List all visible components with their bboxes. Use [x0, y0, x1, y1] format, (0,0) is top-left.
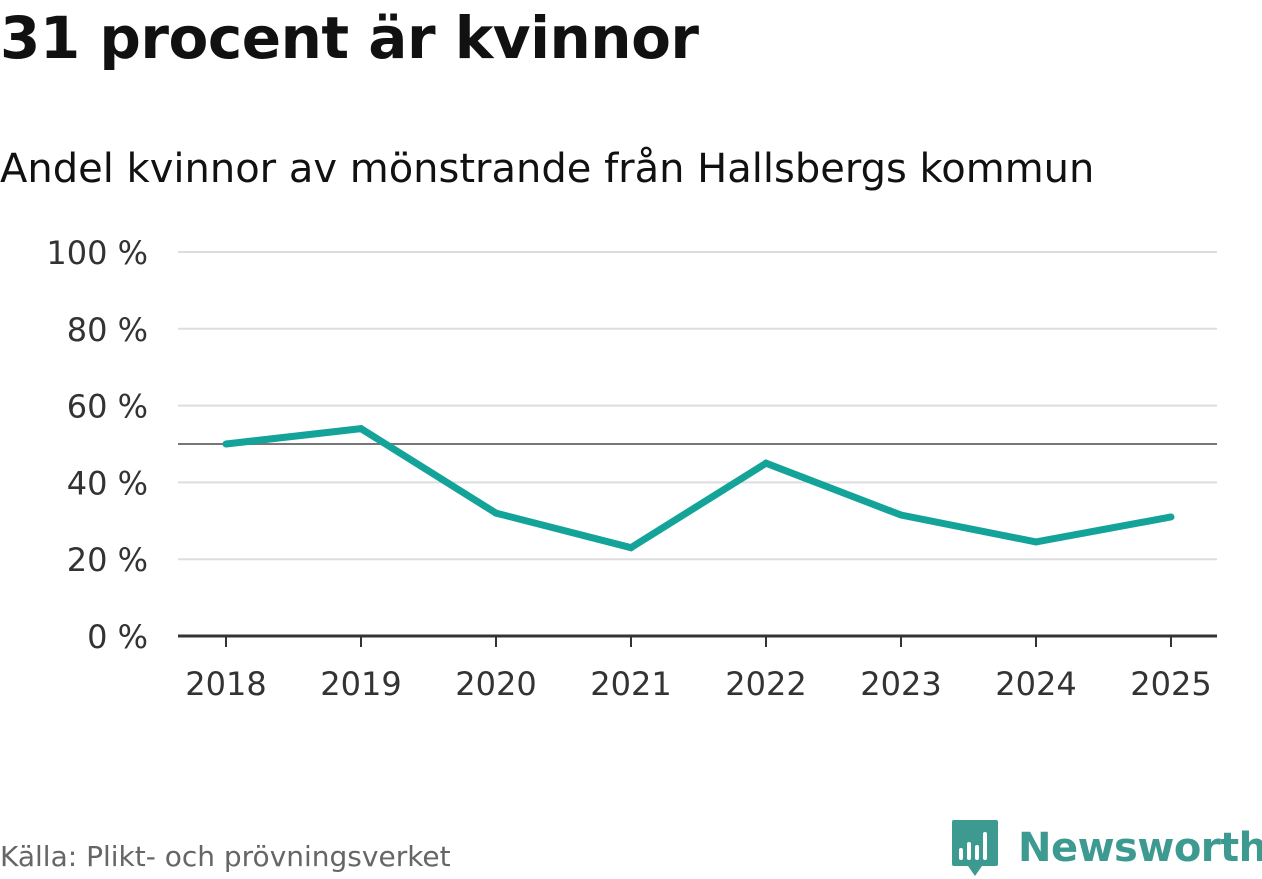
y-tick-label: 100 %	[46, 234, 148, 272]
newsworthy-logo-icon	[952, 820, 998, 876]
data-point-2019	[357, 425, 365, 433]
y-tick-label: 80 %	[67, 311, 148, 349]
y-tick-label: 20 %	[67, 541, 148, 579]
x-tick-label: 2025	[1130, 665, 1211, 703]
x-tick-label: 2020	[455, 665, 536, 703]
series-line-0	[225, 425, 1172, 552]
x-tick-label: 2021	[590, 665, 671, 703]
x-tick-label: 2024	[995, 665, 1076, 703]
brand-logo: Newsworthy	[950, 818, 1262, 878]
y-axis-labels: 0 % 20 % 40 % 60 % 80 % 100 %	[46, 234, 148, 656]
series-layer	[222, 425, 1175, 552]
data-point-2023	[897, 511, 905, 519]
x-tick-label: 2022	[725, 665, 806, 703]
data-point-2020	[492, 509, 500, 517]
data-point-2024	[1032, 538, 1040, 546]
y-tick-label: 40 %	[67, 464, 148, 502]
y-tick-label: 0 %	[87, 618, 148, 656]
x-tick-label: 2019	[320, 665, 401, 703]
data-point-2025	[1167, 513, 1175, 521]
x-axis-labels: 2018 2019 2020 2021 2022 2023 2024 2025	[185, 665, 1211, 703]
data-point-2018	[222, 440, 230, 448]
brand-name: Newsworthy	[1018, 825, 1262, 871]
x-tick-label: 2023	[860, 665, 941, 703]
x-axis	[178, 634, 1217, 647]
chart-subtitle: Andel kvinnor av mönstrande från Hallsbe…	[0, 146, 1095, 192]
source-note: Källa: Plikt- och prövningsverket	[0, 840, 451, 873]
data-point-2022	[762, 459, 770, 467]
data-point-2021	[627, 544, 635, 552]
y-tick-label: 60 %	[67, 388, 148, 426]
grid-lines	[178, 251, 1217, 561]
chart-title: 31 procent är kvinnor	[0, 4, 699, 72]
x-tick-label: 2018	[185, 665, 266, 703]
